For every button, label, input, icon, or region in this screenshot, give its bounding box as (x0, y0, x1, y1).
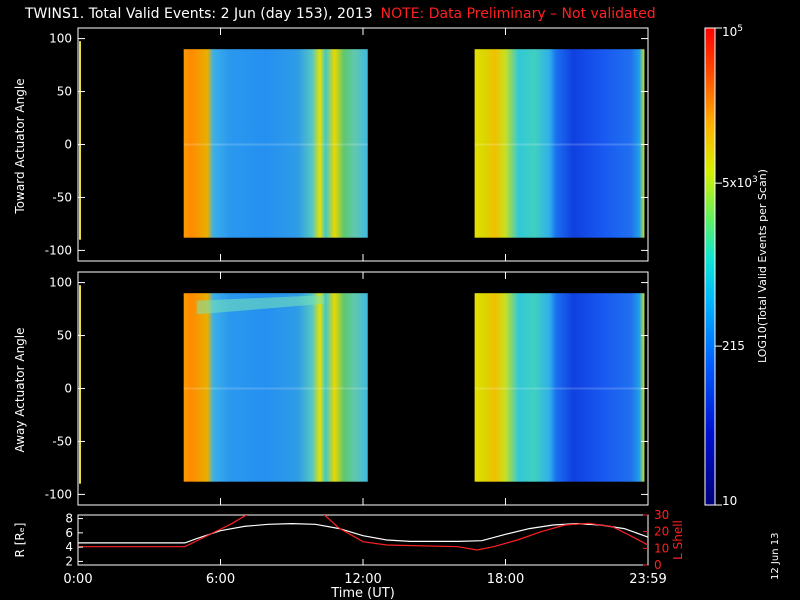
y-tick-label: 50 (57, 329, 72, 343)
right-y-tick-label: 30 (654, 508, 669, 522)
title-note: NOTE: Data Preliminary – Not validated (380, 6, 656, 22)
panel-toward: 100 50 0 -50 -100 Toward Actuator Angle (13, 27, 649, 262)
heatmap-block (474, 49, 645, 238)
heatmap-block (183, 293, 368, 482)
colorbar-tick-exponent: 5 (737, 24, 743, 34)
lshell-series-line (78, 515, 648, 551)
y-tick-label: -50 (52, 190, 72, 204)
edge-strip (79, 285, 81, 484)
y-tick-label: 50 (57, 85, 72, 99)
x-tick-label: 6:00 (206, 572, 235, 587)
y-tick-label: 0 (64, 382, 72, 396)
colorbar-tick-label: 5x103 (722, 175, 758, 190)
heatmap-block (183, 49, 368, 238)
panel-away: 100 50 0 -50 -100 Away Actuator Angle (13, 271, 649, 506)
y-tick-label: 0 (64, 138, 72, 152)
chart-title: TWINS1. Total Valid Events: 2 Jun (day 1… (25, 6, 656, 22)
colorbar-tick-exponent: 3 (752, 175, 758, 185)
panel-ephemeris-marks (78, 515, 648, 551)
ephemeris-right-ylabel: L Shell (671, 520, 685, 560)
upper-band (196, 295, 324, 315)
panel-away-ticks: 100 50 0 -50 -100 (45, 272, 649, 505)
colorbar: 10 215 5x103 105 LOG10(Total Valid Events p… (704, 24, 769, 508)
date-stamp: 12 Jun 13 (770, 532, 781, 580)
y-tick-label: 100 (49, 276, 72, 290)
left-y-tick-label: 2 (65, 554, 73, 568)
panel-ephemeris-frame (77, 514, 649, 566)
edge-strip (79, 41, 81, 240)
left-y-tick-label: 6 (65, 526, 73, 540)
y-tick-label: -100 (45, 243, 72, 257)
colorbar-label: LOG10(Total Valid Events per Scan) (756, 169, 769, 363)
colorbar-tick-label: 105 (722, 24, 743, 39)
panel-toward-marks (79, 41, 645, 240)
x-tick-label: 23:59 (629, 572, 666, 587)
x-tick-label: 18:00 (487, 572, 524, 587)
panel-toward-ylabel: Toward Actuator Angle (13, 78, 27, 214)
y-tick-label: 100 (49, 32, 72, 46)
colorbar-ramp (704, 27, 716, 506)
panel-away-ylabel: Away Actuator Angle (13, 327, 27, 452)
left-y-tick-label: 4 (65, 540, 73, 554)
x-tick-label: 12:00 (344, 572, 381, 587)
panel-toward-ticks: 100 50 0 -50 -100 (45, 28, 649, 261)
colorbar-tick-label: 215 (722, 339, 745, 353)
r-series-line (78, 522, 648, 544)
ephemeris-left-ylabel: R [Rₑ] (13, 523, 27, 558)
left-y-tick-label: 8 (65, 512, 73, 526)
right-y-tick-label: 0 (654, 558, 662, 572)
title-main: TWINS1. Total Valid Events: 2 Jun (day 1… (25, 6, 373, 22)
colorbar-tick-label: 10 (722, 494, 737, 508)
x-tick-label: 0:00 (63, 572, 92, 587)
y-tick-label: -100 (45, 487, 72, 501)
right-y-tick-label: 10 (654, 541, 669, 555)
panel-away-marks (79, 285, 645, 484)
colorbar-ticks: 10 215 5x103 105 (715, 24, 758, 508)
y-tick-label: -50 (52, 434, 72, 448)
heatmap-block (474, 293, 645, 482)
right-y-tick-label: 20 (654, 525, 669, 539)
x-axis-label: Time (UT) (330, 586, 395, 600)
